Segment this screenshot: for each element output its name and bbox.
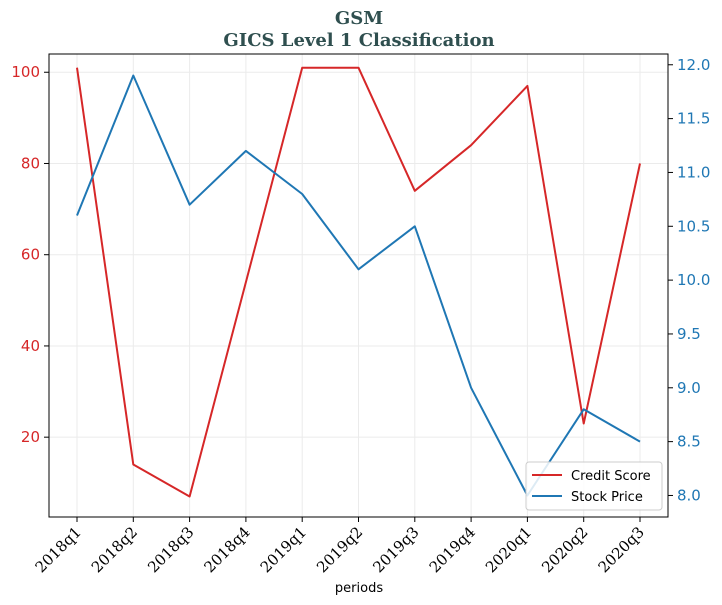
x-tick-label: 2020q2: [538, 523, 591, 576]
grid: [49, 54, 668, 517]
x-axis: 2018q1 2018q2 2018q3 2018q4 2019q1 2019q2 2019…: [32, 517, 648, 576]
right-tick-label: 11.5: [677, 110, 710, 128]
right-tick-label: 10.5: [677, 217, 710, 235]
left-tick-label: 40: [21, 337, 40, 355]
x-tick-label: 2018q3: [144, 523, 197, 576]
x-tick-label: 2019q2: [313, 523, 366, 576]
left-tick-label: 80: [21, 154, 40, 172]
right-tick-label: 12.0: [677, 56, 710, 74]
x-tick-label: 2019q1: [257, 523, 310, 576]
right-axis: 8.0 8.5 9.0 9.5 10.0 10.5 11.0 11.5 12.0: [668, 56, 710, 504]
x-tick-label: 2020q1: [482, 523, 535, 576]
chart-title: GSM: [335, 8, 383, 29]
legend-label-stock-price: Stock Price: [571, 490, 643, 505]
left-tick-label: 60: [21, 246, 40, 264]
legend: Credit Score Stock Price: [525, 461, 663, 511]
right-tick-label: 9.0: [677, 379, 701, 397]
left-axis: 20 40 60 80 100: [11, 63, 49, 446]
left-tick-label: 20: [21, 428, 40, 446]
right-tick-label: 11.0: [677, 163, 710, 181]
right-tick-label: 8.0: [677, 486, 701, 504]
legend-label-credit-score: Credit Score: [571, 469, 651, 484]
x-tick-label: 2019q4: [426, 523, 479, 576]
x-tick-label: 2018q1: [32, 523, 85, 576]
right-tick-label: 9.5: [677, 325, 701, 343]
x-tick-label: 2020q3: [595, 523, 648, 576]
right-tick-label: 8.5: [677, 433, 701, 451]
right-tick-label: 10.0: [677, 271, 710, 289]
x-axis-label: periods: [335, 581, 383, 596]
chart-subtitle: GICS Level 1 Classification: [223, 30, 494, 51]
left-tick-label: 100: [11, 63, 40, 81]
x-tick-label: 2019q3: [369, 523, 422, 576]
x-tick-label: 2018q4: [200, 523, 253, 576]
x-tick-label: 2018q2: [88, 523, 141, 576]
